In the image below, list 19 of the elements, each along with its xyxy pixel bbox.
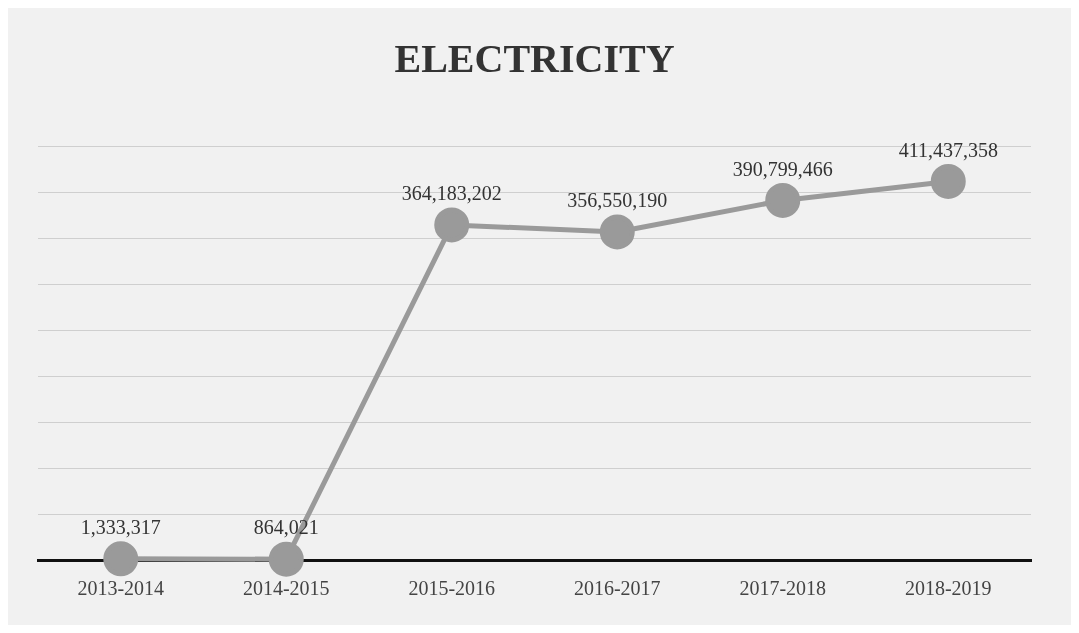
point: [268, 541, 304, 577]
data-label: 864,021: [253, 516, 319, 539]
point: [930, 163, 966, 199]
x-tick-label: 2013-2014: [77, 577, 165, 600]
data-label: 356,550,190: [567, 189, 668, 212]
x-tick-label: 2016-2017: [573, 577, 661, 600]
x-tick-label: 2018-2019: [904, 577, 992, 600]
x-tick-label: 2014-2015: [242, 577, 330, 600]
x-tick-label: 2015-2016: [408, 577, 496, 600]
point: [599, 214, 635, 250]
x-tick-label: 2017-2018: [739, 577, 827, 600]
point: [103, 541, 139, 577]
data-label: 364,183,202: [401, 182, 502, 205]
data-label: 390,799,466: [732, 157, 833, 180]
point: [434, 207, 470, 243]
chart-title: ELECTRICITY: [394, 36, 675, 82]
point: [765, 182, 801, 218]
data-label: 411,437,358: [898, 138, 998, 161]
data-label: 1,333,317: [80, 516, 161, 539]
